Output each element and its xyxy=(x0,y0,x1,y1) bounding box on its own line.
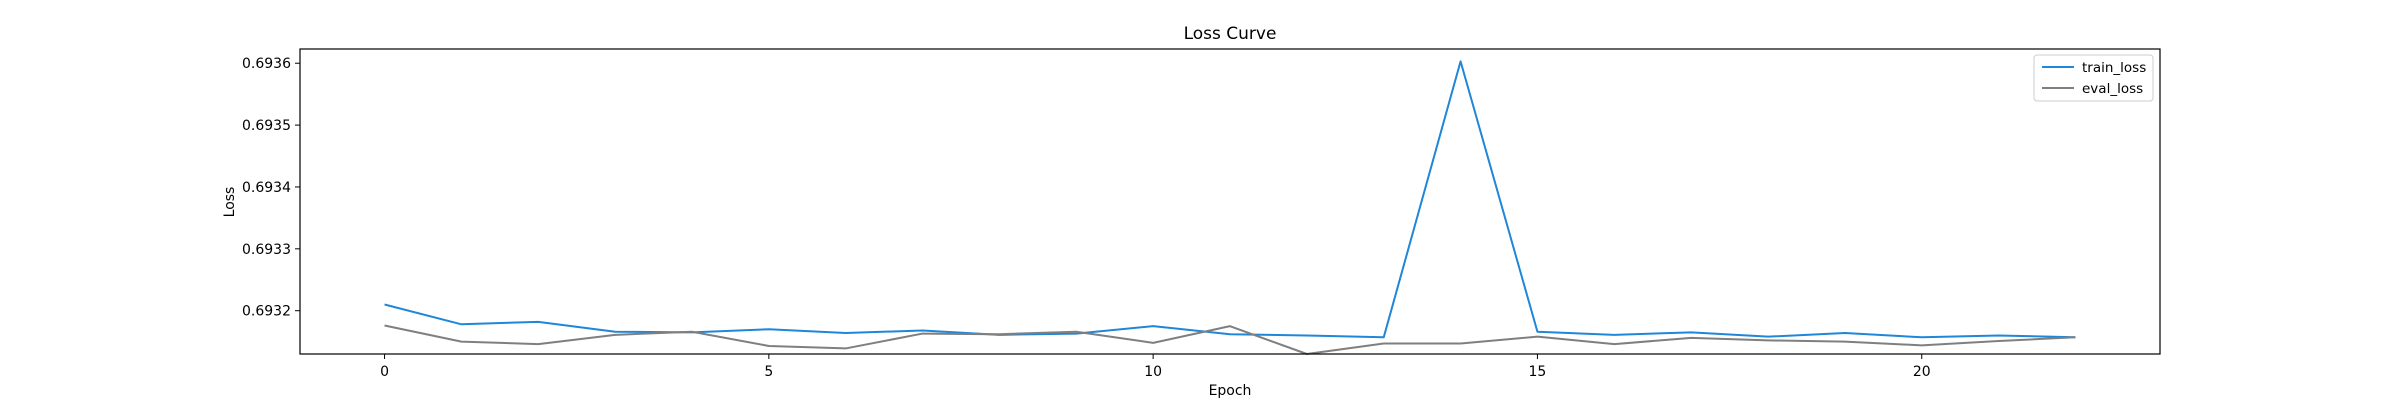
y-axis-label: Loss xyxy=(222,187,238,218)
x-tick-label: 0 xyxy=(380,364,389,380)
x-tick-label: 20 xyxy=(1913,364,1931,380)
x-axis: 0 5 10 15 20 xyxy=(380,354,1931,380)
legend: train_loss eval_loss xyxy=(2033,54,2154,102)
plot-area-frame xyxy=(299,48,2161,355)
y-tick-label: 0.6935 xyxy=(242,118,291,134)
y-tick-label: 0.6933 xyxy=(242,242,291,258)
x-tick-label: 5 xyxy=(764,364,773,380)
y-tick-label: 0.6932 xyxy=(242,304,291,320)
series-line-eval-loss xyxy=(384,324,2076,355)
x-tick-label: 15 xyxy=(1529,364,1547,380)
y-tick-label: 0.6936 xyxy=(242,56,291,72)
series-layer xyxy=(384,60,2076,355)
legend-label-train-loss: train_loss xyxy=(2082,60,2146,76)
y-axis: 0.6932 0.6933 0.6934 0.6935 0.6936 xyxy=(242,56,300,320)
x-axis-label: Epoch xyxy=(1209,383,1252,399)
chart-title: Loss Curve xyxy=(1184,24,1277,44)
y-tick-label: 0.6934 xyxy=(242,180,291,196)
legend-label-eval-loss: eval_loss xyxy=(2082,81,2143,97)
x-tick-label: 10 xyxy=(1144,364,1162,380)
